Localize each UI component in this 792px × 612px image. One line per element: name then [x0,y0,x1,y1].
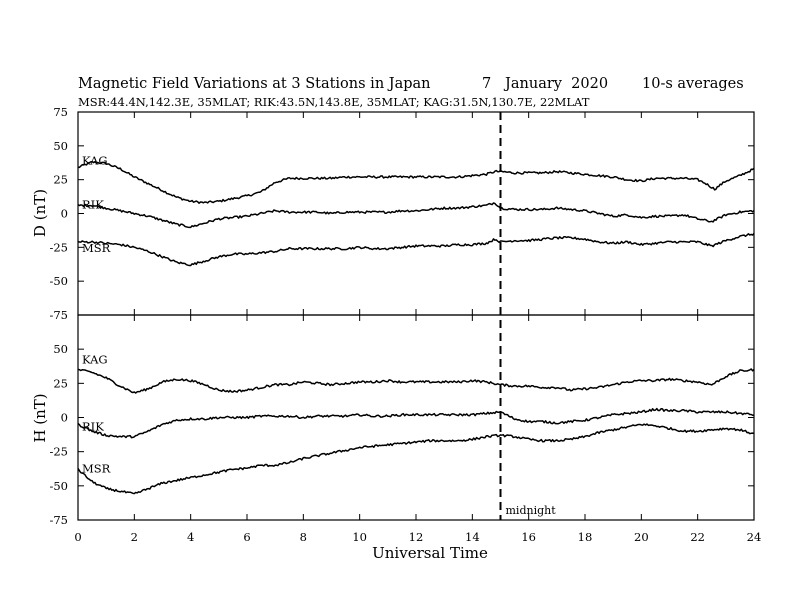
series-label-msr: MSR [82,461,111,475]
x-axis: 0 2 4 6 8 10 12 14 16 18 20 22 24 [74,530,761,544]
x-tick-label: 0 [74,530,81,544]
x-tick-label: 6 [243,530,250,544]
y-tick-label: -75 [49,308,68,322]
y-tick-label: 50 [53,139,68,153]
x-tick-label: 14 [465,530,480,544]
x-axis-label: Universal Time [372,544,488,562]
y-tick-label: 50 [53,342,68,356]
panel-h: 50 25 0 -25 -50 -75 H (nT) KAG RIK MSR [31,314,755,527]
panel-d: 75 50 25 0 -25 -50 -75 D (nT) KAG RIK MSR [31,105,755,322]
x-tick-label: 12 [409,530,424,544]
series-line-kag [77,368,755,394]
series-label-msr: MSR [82,241,111,255]
y-tick-label: 0 [61,411,68,425]
y-tick-label: -50 [49,274,68,288]
series-label-kag: KAG [82,153,108,167]
x-tick-label: 10 [352,530,367,544]
station-coordinates: MSR:44.4N,142.3E, 35MLAT; RIK:43.5N,143.… [78,95,590,109]
chart-date: 7 January 2020 [482,76,608,92]
series-label-kag: KAG [82,353,108,367]
y-tick-label: -50 [49,479,68,493]
x-tick-label: 22 [690,530,705,544]
midnight-marker: midnight [499,112,557,520]
midnight-label: midnight [506,504,557,517]
y-tick-label: 75 [53,105,68,119]
x-tick-label: 24 [747,530,762,544]
series-line-kag [77,160,755,204]
panel-frame [77,111,755,316]
x-tick-label: 20 [634,530,649,544]
series-label-rik: RIK [82,197,104,211]
x-tick-label: 8 [300,530,307,544]
chart-averaging: 10-s averages [642,76,744,92]
series-line-msr [77,423,755,495]
series-label-rik: RIK [82,419,104,433]
series-line-msr [77,232,755,267]
y-tick-label: -25 [49,445,68,459]
x-tick-label: 2 [131,530,138,544]
series-line-rik [77,202,755,229]
y-tick-label: 25 [53,173,68,187]
y-axis-label: D (nT) [31,189,49,237]
series-line-rik [77,407,755,439]
y-tick-label: 0 [61,207,68,221]
panel-frame [77,314,755,521]
x-tick-label: 16 [521,530,536,544]
x-tick-label: 4 [187,530,194,544]
y-axis-label: H (nT) [31,393,49,442]
x-tick-label: 18 [578,530,593,544]
y-tick-label: -75 [49,513,68,527]
chart-title: Magnetic Field Variations at 3 Stations … [78,76,431,92]
y-tick-label: -25 [49,240,68,254]
y-tick-label: 25 [53,376,68,390]
